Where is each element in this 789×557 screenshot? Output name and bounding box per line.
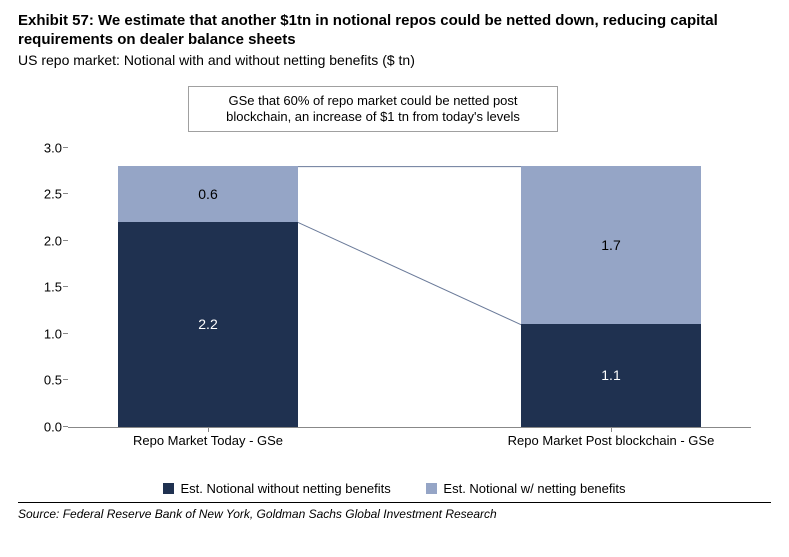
title-block: Exhibit 57: We estimate that another $1t…	[18, 12, 771, 68]
bar-seg-without: 2.2	[118, 222, 298, 427]
y-tick-mark	[63, 147, 68, 148]
x-category-label: Repo Market Post blockchain - GSe	[501, 433, 721, 448]
legend-label-with: Est. Notional w/ netting benefits	[443, 481, 625, 496]
chart-area: GSe that 60% of repo market could be net…	[18, 86, 771, 496]
y-tick-label: 1.0	[28, 326, 62, 341]
legend-item-without: Est. Notional without netting benefits	[163, 481, 390, 496]
y-tick-label: 2.5	[28, 187, 62, 202]
y-tick-label: 3.0	[28, 140, 62, 155]
y-tick-label: 0.0	[28, 419, 62, 434]
legend: Est. Notional without netting benefits E…	[18, 481, 771, 496]
y-tick-mark	[63, 240, 68, 241]
legend-item-with: Est. Notional w/ netting benefits	[426, 481, 625, 496]
chart-subtitle: US repo market: Notional with and withou…	[18, 52, 771, 68]
annotation-box: GSe that 60% of repo market could be net…	[188, 86, 558, 133]
y-tick-mark	[63, 333, 68, 334]
y-tick-mark	[63, 286, 68, 287]
exhibit-title: Exhibit 57: We estimate that another $1t…	[18, 12, 771, 50]
x-tick-mark	[208, 427, 209, 432]
legend-swatch-light	[426, 483, 437, 494]
y-tick-mark	[63, 193, 68, 194]
plot-region: 0.00.51.01.52.02.53.02.20.6Repo Market T…	[68, 148, 751, 428]
legend-label-without: Est. Notional without netting benefits	[180, 481, 390, 496]
bar-seg-without: 1.1	[521, 324, 701, 426]
legend-swatch-dark	[163, 483, 174, 494]
x-tick-mark	[611, 427, 612, 432]
x-category-label: Repo Market Today - GSe	[98, 433, 318, 448]
y-tick-mark	[63, 379, 68, 380]
y-tick-label: 0.5	[28, 373, 62, 388]
y-tick-label: 2.0	[28, 233, 62, 248]
y-tick-label: 1.5	[28, 280, 62, 295]
bar-seg-with: 1.7	[521, 166, 701, 324]
bar-seg-with: 0.6	[118, 166, 298, 222]
y-tick-mark	[63, 426, 68, 427]
source-footer: Source: Federal Reserve Bank of New York…	[18, 502, 771, 521]
